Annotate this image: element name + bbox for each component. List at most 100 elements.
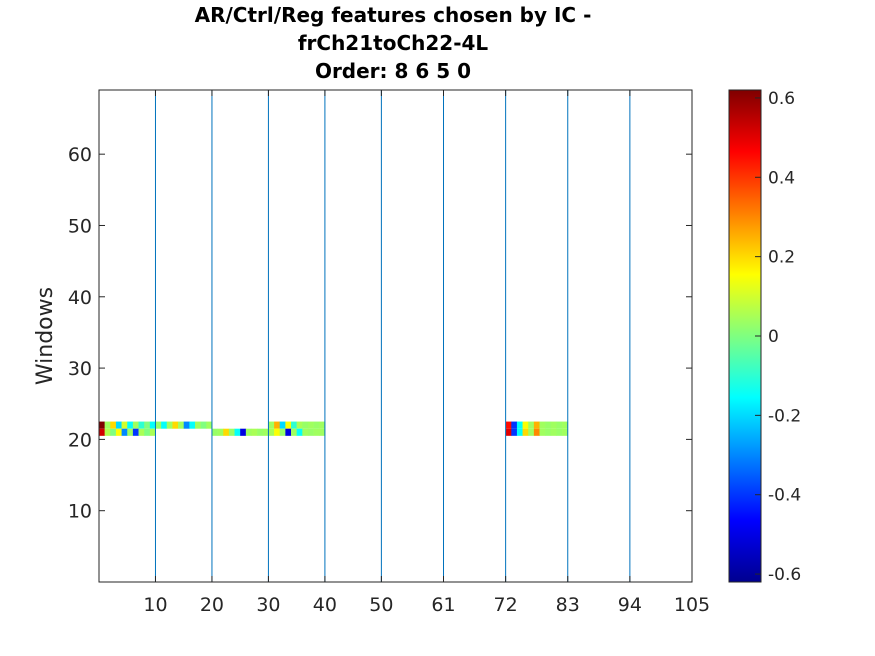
heatmap-cell xyxy=(110,428,117,436)
heatmap-cell xyxy=(556,421,563,429)
heatmap-cell xyxy=(115,428,122,436)
heatmap-cell xyxy=(279,421,286,429)
heatmap-cell xyxy=(268,421,275,429)
colorbar-tick-label: -0.2 xyxy=(768,406,801,426)
heatmap-cell xyxy=(550,428,557,436)
heatmap-cell xyxy=(99,421,105,429)
heatmap-cell xyxy=(217,428,224,436)
heatmap-cell xyxy=(545,428,552,436)
y-tick-label: 50 xyxy=(68,215,92,237)
x-tick-label: 61 xyxy=(431,594,455,616)
colorbar-tick-label: 0.2 xyxy=(768,248,795,268)
heatmap-cell xyxy=(121,421,128,429)
heatmap-cell xyxy=(291,421,297,429)
heatmap-cell xyxy=(313,428,320,436)
x-tick-label: 20 xyxy=(200,594,224,616)
heatmap-cell xyxy=(104,421,111,429)
heatmap-cell xyxy=(302,421,309,429)
heatmap-cell xyxy=(228,428,235,436)
heatmap-cell xyxy=(562,421,569,429)
colorbar-tick-label: -0.6 xyxy=(768,565,801,585)
colorbar xyxy=(728,89,762,583)
heatmap-cell xyxy=(511,428,518,436)
heatmap-cell xyxy=(138,421,145,429)
heatmap-cell xyxy=(274,421,281,429)
heatmap-cell xyxy=(528,428,535,436)
heatmap-cell xyxy=(127,421,134,429)
heatmap-cell xyxy=(319,428,326,436)
heatmap-cell xyxy=(528,421,535,429)
heatmap-cell xyxy=(319,421,326,429)
heatmap-cell xyxy=(522,428,529,436)
x-tick-label: 10 xyxy=(143,594,167,616)
heatmap-cell xyxy=(313,421,320,429)
title-line-2: frCh21toCh22-4L xyxy=(298,31,489,55)
heatmap-cell xyxy=(172,421,179,429)
heatmap-cell xyxy=(516,421,523,429)
x-tick-label: 105 xyxy=(674,594,710,616)
y-tick-label: 60 xyxy=(68,144,92,166)
heatmap-cell xyxy=(545,421,552,429)
heatmap-cell xyxy=(550,421,557,429)
heatmap-cell xyxy=(296,428,303,436)
heatmap-cell xyxy=(206,421,213,429)
heatmap-cell xyxy=(223,428,230,436)
heatmap-cell xyxy=(138,428,145,436)
heatmap-cell xyxy=(104,428,111,436)
colorbar-tick-label: -0.4 xyxy=(768,486,801,506)
heatmap-cell xyxy=(307,428,314,436)
x-tick-label: 72 xyxy=(494,594,518,616)
heatmap-cell xyxy=(505,428,512,436)
heatmap-cell xyxy=(127,428,134,436)
y-tick-label: 10 xyxy=(68,501,92,523)
heatmap-cell xyxy=(511,421,518,429)
heatmap-cell xyxy=(149,428,156,436)
title-line-3: Order: 8 6 5 0 xyxy=(315,59,471,83)
plot-border xyxy=(98,89,693,583)
heatmap-cell xyxy=(268,428,275,436)
heatmap-cell xyxy=(516,428,523,436)
x-tick-label: 40 xyxy=(313,594,337,616)
heatmap-cell xyxy=(155,421,162,429)
x-tick-label: 30 xyxy=(256,594,280,616)
heatmap-cell xyxy=(539,421,546,429)
heatmap-cell xyxy=(110,421,117,429)
heatmap-cell xyxy=(262,428,269,436)
title-line-1: AR/Ctrl/Reg features chosen by IC - xyxy=(195,3,592,27)
heatmap-cell xyxy=(533,428,540,436)
y-axis-ticks: 10 20 30 40 50 60 xyxy=(68,144,692,523)
colorbar-tick-label: 0.4 xyxy=(768,168,795,188)
heatmap-cell xyxy=(240,428,247,436)
heatmap-cell xyxy=(279,428,286,436)
y-axis-label: Windows xyxy=(33,287,58,385)
y-tick-label: 30 xyxy=(68,358,92,380)
heatmap-cell xyxy=(132,428,139,436)
heatmap-cell xyxy=(211,428,218,436)
heatmap-cell xyxy=(132,421,139,429)
heatmap-cell xyxy=(144,428,151,436)
x-tick-label: 94 xyxy=(618,594,642,616)
heatmap-cell xyxy=(189,421,196,429)
heatmap-cell xyxy=(195,421,201,429)
heatmap-cell xyxy=(149,421,156,429)
heatmap-cell xyxy=(251,428,258,436)
heatmap-cell xyxy=(539,428,546,436)
x-axis-ticks: 10 20 30 40 50 61 72 83 94 105 xyxy=(143,90,710,616)
heatmap-cell xyxy=(245,428,252,436)
y-tick-label: 40 xyxy=(68,287,92,309)
colorbar-tick-label: 0 xyxy=(768,327,779,347)
heatmap-cell xyxy=(302,428,309,436)
chart-title: AR/Ctrl/Reg features chosen by IC - frCh… xyxy=(195,3,592,83)
colorbar-ticks: 0.6 0.4 0.2 0 -0.2 -0.4 -0.6 xyxy=(755,89,801,585)
heatmap-cell xyxy=(505,421,512,429)
heatmap-cell xyxy=(291,428,297,436)
heatmap-cell xyxy=(285,428,292,436)
heatmap-cell xyxy=(522,421,529,429)
heatmap-cell xyxy=(307,421,314,429)
heatmap-cell xyxy=(161,421,168,429)
x-tick-label: 50 xyxy=(369,594,393,616)
heatmap-cell xyxy=(285,421,292,429)
heatmap-cell xyxy=(562,428,569,436)
heatmap-cell xyxy=(178,421,185,429)
heatmap-cell xyxy=(200,421,207,429)
